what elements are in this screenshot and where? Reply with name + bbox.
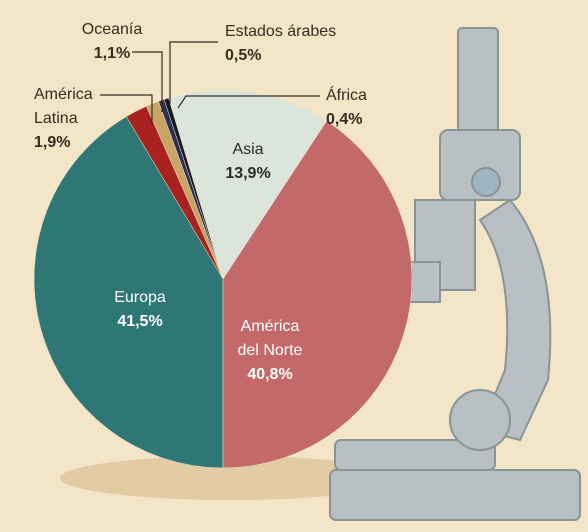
value-label: 13,9% bbox=[225, 165, 270, 182]
value-label: 0,5% bbox=[225, 47, 261, 64]
slice-label: Estados árabes bbox=[225, 23, 336, 40]
focus-knob bbox=[450, 390, 510, 450]
slice-label: África bbox=[326, 85, 367, 104]
slice-label: Oceanía bbox=[82, 21, 143, 38]
knob bbox=[472, 168, 500, 196]
pie bbox=[34, 90, 412, 468]
chart: Europa 41,5% América Latina 1,9% Oceanía 1,1% E… bbox=[0, 0, 588, 532]
label-line: América bbox=[34, 86, 93, 103]
label-line: América bbox=[241, 318, 300, 335]
slice-label: Europa bbox=[114, 289, 166, 306]
label-line: del Norte bbox=[238, 342, 303, 359]
eyepiece bbox=[458, 28, 498, 138]
value-label: 41,5% bbox=[117, 313, 162, 330]
label-line: Latina bbox=[34, 110, 78, 127]
value-label: 0,4% bbox=[326, 111, 362, 128]
value-label: 40,8% bbox=[247, 366, 292, 383]
base bbox=[330, 470, 580, 520]
slice-label: Asia bbox=[232, 141, 263, 158]
value-label: 1,9% bbox=[34, 134, 70, 151]
value-label: 1,1% bbox=[94, 45, 130, 62]
